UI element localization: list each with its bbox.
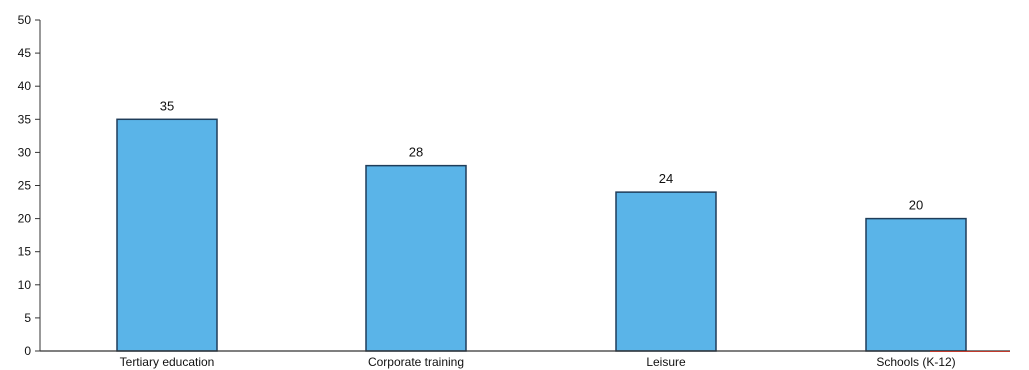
data-label: 20 — [909, 198, 923, 213]
y-tick-label: 35 — [18, 112, 32, 126]
bar — [116, 118, 218, 352]
y-tick-label: 15 — [18, 245, 32, 259]
y-tick-label: 0 — [24, 344, 31, 358]
bar — [615, 191, 717, 352]
y-tick-label: 5 — [24, 311, 31, 325]
y-tick-label: 40 — [18, 79, 32, 93]
y-axis: 0 5 10 15 20 25 30 35 40 45 50 — [18, 13, 41, 358]
bar — [865, 217, 967, 352]
y-tick-label: 50 — [18, 13, 32, 27]
x-tick-label: Schools (K-12) — [876, 355, 955, 369]
y-tick-label: 30 — [18, 145, 32, 159]
y-tick-label: 10 — [18, 278, 32, 292]
data-label: 24 — [659, 171, 673, 186]
data-label: 35 — [160, 98, 174, 113]
x-tick-label: Leisure — [646, 355, 686, 369]
y-tick-label: 20 — [18, 212, 32, 226]
bar — [365, 164, 467, 352]
y-tick-label: 25 — [18, 179, 32, 193]
bars: 35 28 24 20 — [116, 98, 967, 352]
x-tick-label: Corporate training — [368, 355, 464, 369]
data-label: 28 — [409, 145, 423, 160]
x-tick-label: Tertiary education — [120, 355, 215, 369]
y-tick-label: 45 — [18, 46, 32, 60]
x-axis: Tertiary education Corporate training Leis… — [40, 350, 1010, 369]
